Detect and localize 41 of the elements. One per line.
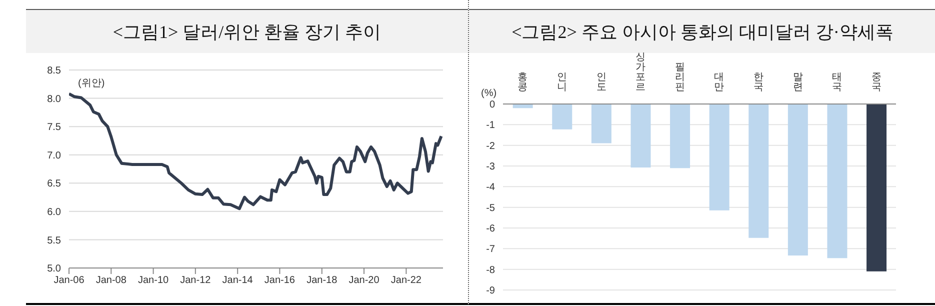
y-tick-label: -7: [486, 244, 496, 256]
y-tick-label: -5: [486, 202, 496, 214]
x-tick-label: Jan-14: [222, 275, 254, 286]
x-tick-label: 중국: [871, 72, 882, 93]
x-tick-label: Jan-12: [180, 275, 212, 286]
x-tick-label: Jan-10: [138, 275, 170, 286]
y-tick-label: 7.5: [47, 122, 62, 134]
x-tick-label: Jan-20: [348, 275, 380, 286]
y-axis-title: (%): [481, 88, 497, 99]
x-tick-label: 홍콩: [518, 72, 528, 93]
x-tick-label: 대만: [714, 72, 724, 93]
x-tick-label: Jan-18: [306, 275, 338, 286]
x-tick-label: 인니: [556, 72, 567, 93]
y-tick-label: -1: [486, 120, 496, 132]
y-tick-label: 7.0: [47, 150, 62, 162]
x-tick-label: 필리핀: [674, 62, 685, 93]
y-tick-label: -6: [486, 224, 496, 235]
y-tick-label: -8: [486, 264, 496, 276]
x-tick-label: 싱가포르: [636, 52, 646, 93]
y-tick-label: 5.5: [47, 235, 62, 246]
y-tick-label: -4: [486, 182, 496, 194]
y-tick-label: 8.5: [47, 66, 62, 77]
x-tick-label: 한국: [753, 72, 764, 93]
y-tick-label: -3: [486, 162, 496, 173]
y-tick-label: 6.0: [47, 206, 62, 218]
x-tick-label: 태국: [832, 72, 842, 93]
y-tick-label: 0: [489, 100, 496, 111]
chart-title: <그림2> 주요 아시아 통화의 대미달러 강·약세폭: [469, 9, 935, 53]
y-tick-label: -9: [486, 286, 496, 297]
x-tick-label: Jan-08: [96, 275, 127, 286]
chart-title: <그림1> 달러/위안 환율 장기 추이: [26, 9, 468, 53]
y-tick-label: 6.5: [47, 178, 62, 190]
x-tick-label: Jan-22: [390, 275, 422, 286]
x-tick-label: 말련: [792, 72, 803, 93]
y-axis-title: (위안): [78, 77, 105, 90]
x-tick-label: 인도: [596, 72, 606, 93]
y-tick-label: 8.0: [47, 94, 62, 105]
y-tick-label: -2: [486, 140, 496, 152]
x-tick-label: Jan-06: [54, 275, 85, 286]
y-tick-label: 5.0: [47, 264, 62, 275]
x-tick-label: Jan-16: [264, 275, 296, 286]
